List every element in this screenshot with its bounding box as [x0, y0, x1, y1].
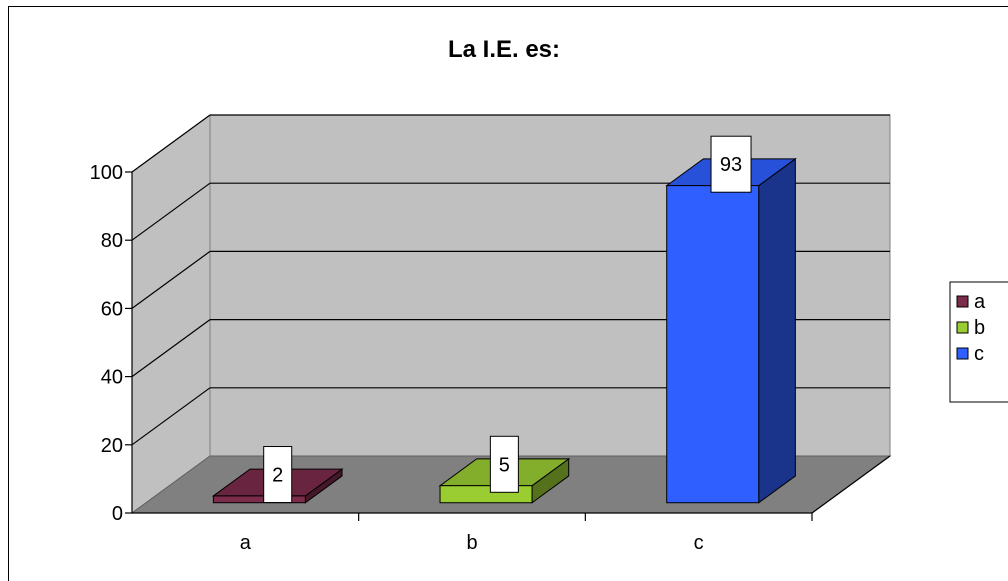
- y-tick-label: 80: [101, 230, 123, 252]
- chart-title: La I.E. es:: [447, 36, 561, 63]
- legend: abc: [949, 281, 1008, 403]
- data-labels: 2 5 93: [263, 135, 752, 504]
- x-tick-label: a: [240, 532, 252, 554]
- data-label: 93: [710, 135, 752, 193]
- x-tick-label: c: [694, 532, 704, 554]
- gridline-side: [131, 114, 211, 173]
- floor-edge-line: [811, 455, 891, 514]
- data-label-value: 2: [272, 465, 283, 487]
- legend-swatch: [956, 295, 969, 308]
- gridline-side: [131, 319, 211, 378]
- legend-item-a: a: [956, 291, 986, 313]
- data-label-box: [710, 135, 752, 193]
- y-tick-label: 40: [101, 367, 123, 389]
- gridline-side: [131, 387, 211, 446]
- y-tick-label: 20: [101, 435, 123, 457]
- data-label-box: [263, 446, 293, 504]
- bar-front: [212, 495, 306, 504]
- legend-label: b: [974, 317, 985, 339]
- legend-swatch: [956, 321, 969, 334]
- y-tick-label: 100: [90, 162, 123, 184]
- gridline-side: [131, 182, 211, 241]
- y-tick-label: 0: [112, 503, 123, 525]
- data-label: 5: [489, 435, 519, 493]
- data-label-box: [489, 435, 519, 493]
- data-label-value: 93: [720, 154, 742, 176]
- chart-axes: 0 20 40 60 80 100 a b c: [90, 162, 891, 554]
- legend-item-b: b: [956, 317, 985, 339]
- x-tick-label: b: [466, 532, 477, 554]
- data-label: 2: [263, 446, 293, 504]
- bar-side: [758, 157, 796, 504]
- bar-front: [666, 185, 760, 504]
- legend-item-c: c: [956, 343, 984, 365]
- legend-swatch: [956, 347, 969, 360]
- y-tick-label: 60: [101, 298, 123, 320]
- gridline-side: [131, 250, 211, 309]
- side-wall: [131, 114, 211, 514]
- data-label-value: 5: [499, 454, 510, 476]
- bar-c: [665, 157, 797, 504]
- legend-label: c: [974, 343, 984, 365]
- legend-label: a: [974, 291, 986, 313]
